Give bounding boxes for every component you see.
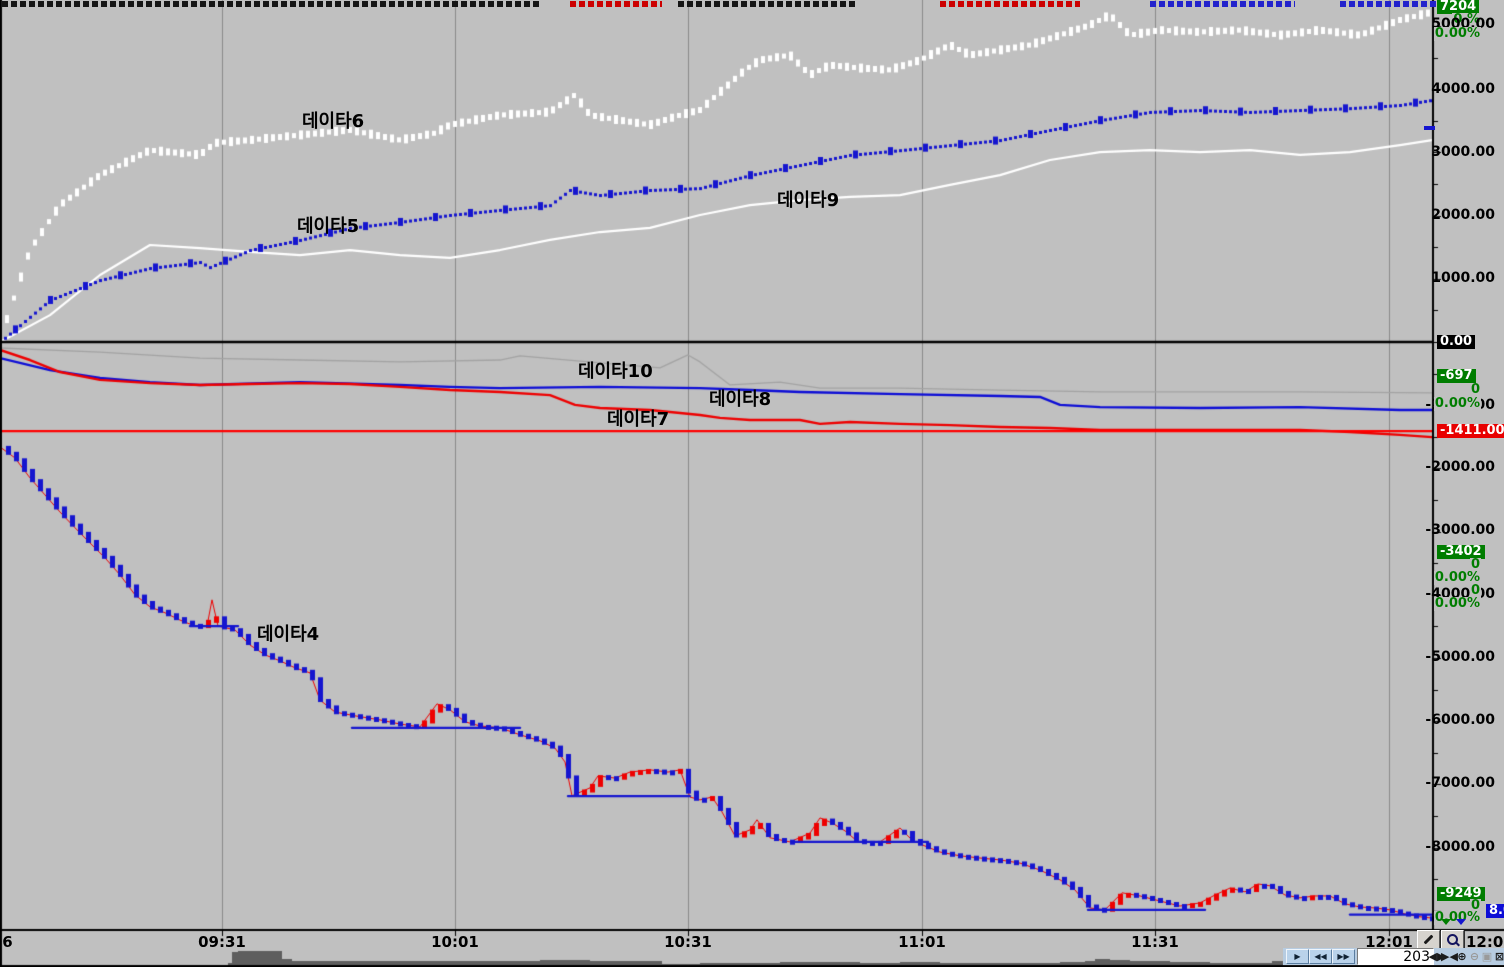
- y-axis-tick-label: -2000.00: [1425, 459, 1495, 475]
- value-badge: 0.00: [1437, 335, 1476, 349]
- magnifier-icon: [1447, 934, 1458, 945]
- annotate-button[interactable]: [1417, 930, 1440, 949]
- series-stat-label: 0: [1469, 382, 1481, 397]
- series-label: 데이타10: [578, 361, 653, 382]
- page-forward-button[interactable]: ▶▶: [1332, 949, 1355, 964]
- y-axis-tick-label: -5000.00: [1425, 649, 1495, 665]
- series-label: 데이타7: [607, 409, 670, 430]
- series-label: 데이타5: [297, 216, 360, 237]
- series-stat-label: 0 %: [1452, 12, 1481, 27]
- clipped-text-fragment: [570, 1, 662, 7]
- time-axis-label: 11:01: [898, 933, 946, 951]
- time-axis-label: 10:31: [664, 933, 712, 951]
- series-stat-label: 0.00%: [1433, 570, 1481, 585]
- y-axis-tick-label: 2000.00: [1431, 207, 1495, 223]
- time-axis-label: 11:31: [1131, 933, 1179, 951]
- y-axis-tick-label: 4000.00: [1431, 81, 1495, 97]
- bar-count-input[interactable]: [1357, 948, 1434, 965]
- clipped-text-fragment: [2, 1, 542, 7]
- y-axis-tick-label: -3000.00: [1425, 522, 1495, 538]
- series-label: 데이타8: [709, 389, 772, 410]
- series-stat-label: 0: [1469, 898, 1481, 913]
- clipped-text-fragment: [1340, 1, 1440, 7]
- y-axis-tick-label: 3000.00: [1431, 144, 1495, 160]
- series-stat-label: 0: [1469, 557, 1481, 572]
- value-badge: -1411.00: [1437, 424, 1504, 438]
- page-back-button[interactable]: ◀◀: [1309, 949, 1332, 964]
- y-axis-tick-label: 1000.00: [1431, 270, 1495, 286]
- axis-blue-tick: [1424, 126, 1435, 130]
- value-badge: 7204: [1437, 0, 1480, 14]
- clipped-text-fragment: [1150, 1, 1295, 7]
- time-axis-label: 09:06: [0, 933, 13, 951]
- pencil-icon: [1423, 934, 1434, 945]
- y-axis-tick-label: -8000.00: [1425, 839, 1495, 855]
- step-forward-button[interactable]: ▶: [1286, 949, 1309, 964]
- bottom-toolbar: ▶ ◀◀ ▶▶ ◀▶▶◀⊕⊖▣⊠: [1283, 948, 1504, 965]
- axis-arrow-marker: [1441, 919, 1451, 925]
- value-badge: 8.00: [1486, 904, 1504, 918]
- clipped-text-fragment: [940, 1, 1080, 7]
- series-stat-label: 0.00%: [1433, 396, 1481, 411]
- series-label: 데이타6: [302, 111, 365, 132]
- series-label: 데이타4: [257, 624, 320, 645]
- series-stat-label: 0.00%: [1433, 26, 1481, 41]
- series-label: 데이타9: [777, 190, 840, 211]
- magnify-button[interactable]: [1441, 930, 1464, 949]
- series-stat-label: 0: [1469, 583, 1481, 598]
- clipped-text-fragment: [678, 1, 858, 7]
- value-badge: -697: [1437, 369, 1476, 383]
- value-badge: -3402: [1437, 545, 1485, 559]
- spread-icon[interactable]: ◀▶: [1428, 950, 1446, 963]
- skip-end-icon[interactable]: ▶◀: [1441, 950, 1458, 963]
- time-axis-label: 12:01: [1365, 933, 1413, 951]
- y-axis-tick-label: -7000.00: [1425, 775, 1495, 791]
- zoom-out-icon: ⊖: [1469, 950, 1480, 963]
- time-axis-end-label: 12:06: [1466, 933, 1504, 951]
- time-axis-label: 10:01: [431, 933, 479, 951]
- y-axis-tick-label: -6000.00: [1425, 712, 1495, 728]
- zoom-in-icon[interactable]: ⊕: [1457, 950, 1467, 963]
- axis-arrow-marker: [1456, 919, 1466, 925]
- close-icon[interactable]: ⊠: [1494, 950, 1504, 963]
- time-axis-label: 09:31: [198, 933, 246, 951]
- window-icon: ▣: [1481, 950, 1493, 963]
- value-badge: -9249: [1437, 887, 1485, 901]
- series-stat-label: 0.00%: [1433, 596, 1481, 611]
